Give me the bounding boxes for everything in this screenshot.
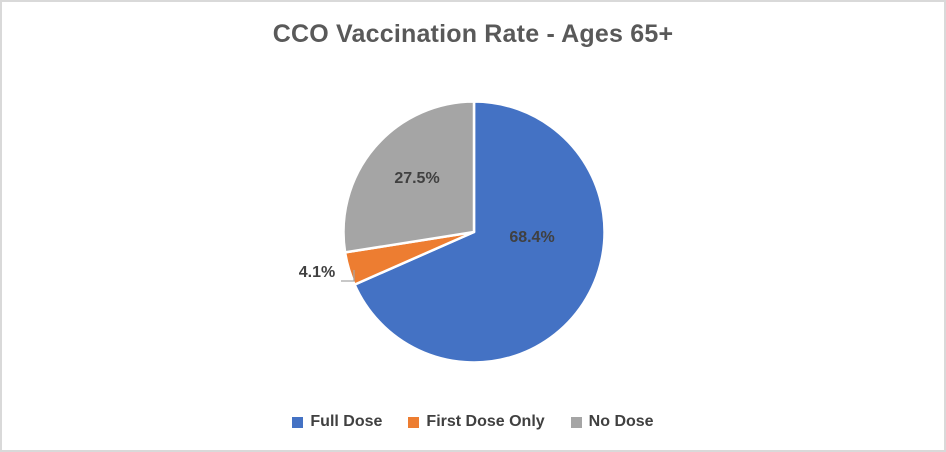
pie-slices-group (342, 100, 606, 364)
chart-title: CCO Vaccination Rate - Ages 65+ (272, 20, 674, 48)
legend-label-first-dose-only: First Dose Only (426, 413, 545, 430)
legend-label-no-dose: No Dose (588, 413, 654, 430)
legend-item-full-dose[interactable]: Full Dose (292, 413, 382, 431)
legend-item-first-dose-only[interactable]: First Dose Only (408, 413, 545, 431)
legend: Full Dose First Dose Only No Dose (2, 413, 944, 431)
pie-slice-full-dose[interactable] (353, 100, 606, 364)
legend-swatch-first-dose-only-icon (408, 416, 420, 428)
legend-item-no-dose[interactable]: No Dose (570, 413, 654, 431)
data-label-full-dose: 68.4% (509, 229, 555, 246)
data-label-no-dose: 27.5% (394, 170, 440, 187)
legend-swatch-full-dose-icon (292, 416, 304, 428)
legend-swatch-no-dose-icon (570, 416, 582, 428)
legend-label-full-dose: Full Dose (310, 413, 383, 430)
label-leader-line (341, 270, 355, 282)
data-label-first-dose-only: 4.1% (298, 264, 336, 281)
pie-slice-no-dose[interactable] (342, 100, 476, 254)
